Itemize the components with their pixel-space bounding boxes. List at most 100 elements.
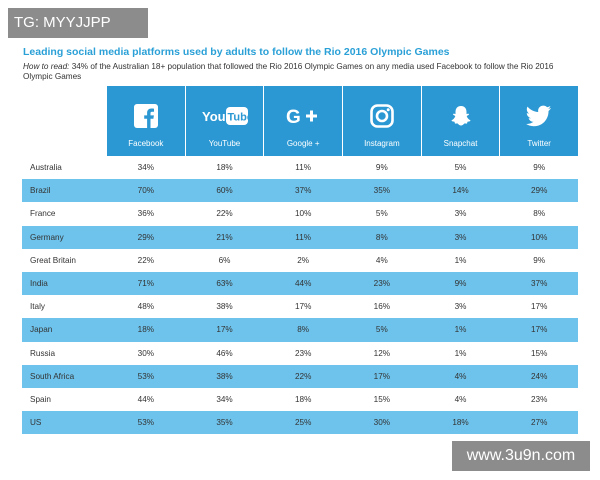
- table-cell: 6%: [218, 255, 231, 265]
- facebook-icon: [133, 103, 158, 129]
- svg-text:You: You: [202, 109, 226, 124]
- row-country-label: South Africa: [30, 371, 75, 381]
- table-cell: 17%: [531, 325, 548, 335]
- table-row: France 36% 22% 10% 5% 3% 8%: [22, 202, 578, 225]
- table-cell: 21%: [216, 232, 233, 242]
- table-cell: 22%: [294, 371, 312, 381]
- table-cell: 10%: [531, 232, 548, 242]
- table-cell: 24%: [531, 371, 548, 381]
- row-country-label: India: [30, 279, 48, 289]
- table-cell: 9%: [375, 163, 388, 173]
- youtube-icon: You Tube: [202, 103, 248, 129]
- table-cell: 29%: [137, 232, 155, 242]
- svg-text:G: G: [286, 107, 301, 127]
- table-cell: 18%: [137, 325, 155, 335]
- table-cell: 17%: [373, 371, 391, 381]
- table-cell: 5%: [375, 209, 388, 219]
- table-cell: 10%: [294, 209, 312, 219]
- table-cell: 3%: [454, 232, 467, 242]
- table-cell: 34%: [137, 163, 155, 173]
- table-cell: 11%: [295, 232, 312, 242]
- table-row: Brazil 70% 60% 37% 35% 14% 29%: [22, 179, 578, 203]
- table-cell: 3%: [454, 209, 467, 219]
- table-cell: 8%: [533, 209, 546, 219]
- table-cell: 44%: [294, 279, 312, 289]
- table-cell: 38%: [216, 371, 233, 381]
- table-row: Italy 48% 38% 17% 16% 3% 17%: [22, 295, 578, 318]
- table-cell: 44%: [137, 394, 155, 404]
- snapchat-icon: [449, 103, 473, 129]
- table-cell: 15%: [373, 394, 391, 404]
- column-label: Facebook: [128, 139, 164, 148]
- row-country-label: Germany: [30, 232, 64, 242]
- column-header-twitter: Twitter: [500, 86, 579, 156]
- table-cell: 37%: [294, 186, 312, 196]
- row-country-label: France: [30, 209, 56, 219]
- table-row: Great Britain 22% 6% 2% 4% 1% 9%: [22, 249, 578, 272]
- table-cell: 71%: [137, 279, 155, 289]
- table-cell: 1%: [454, 325, 467, 335]
- table-row: Germany 29% 21% 11% 8% 3% 10%: [22, 225, 578, 249]
- twitter-icon: [526, 103, 552, 129]
- table-cell: 18%: [216, 163, 233, 173]
- table-cell: 35%: [216, 418, 233, 428]
- table-cell: 8%: [297, 325, 310, 335]
- table-cell: 35%: [373, 186, 391, 196]
- table-row: South Africa 53% 38% 22% 17% 4% 24%: [22, 364, 578, 388]
- table-cell: 25%: [294, 418, 312, 428]
- table-cell: 17%: [294, 302, 312, 312]
- column-label: Instagram: [364, 139, 400, 148]
- table-cell: 36%: [137, 209, 155, 219]
- how-to-read-note: How to read: 34% of the Australian 18+ p…: [23, 62, 579, 82]
- table-cell: 53%: [137, 418, 155, 428]
- table-cell: 1%: [454, 255, 467, 265]
- table-cell: 9%: [533, 163, 546, 173]
- table-row: US 53% 35% 25% 30% 18% 27%: [22, 411, 578, 435]
- table-cell: 14%: [452, 186, 469, 196]
- table-row: Russia 30% 46% 23% 12% 1% 15%: [22, 342, 578, 365]
- watermark-top-left: TG: MYYJJPP: [8, 8, 148, 38]
- how-to-read-label: How to read:: [23, 62, 70, 71]
- row-country-label: Spain: [30, 394, 51, 404]
- table-row: Spain 44% 34% 18% 15% 4% 23%: [22, 388, 578, 411]
- table-cell: 27%: [531, 418, 548, 428]
- table-cell: 12%: [373, 348, 391, 358]
- column-label: YouTube: [208, 139, 241, 148]
- table-cell: 22%: [137, 255, 155, 265]
- table-cell: 16%: [373, 302, 391, 312]
- row-country-label: Japan: [30, 325, 53, 335]
- table-cell: 5%: [375, 325, 388, 335]
- table-row: Japan 18% 17% 8% 5% 1% 17%: [22, 318, 578, 342]
- table-cell: 4%: [375, 255, 388, 265]
- table-cell: 48%: [137, 302, 155, 312]
- table-header-row: Facebook You Tube YouTube G Google +: [22, 86, 579, 156]
- column-label: Twitter: [527, 139, 551, 148]
- table-cell: 63%: [216, 279, 233, 289]
- table-cell: 70%: [137, 186, 155, 196]
- instagram-icon: [370, 103, 394, 129]
- table-cell: 9%: [533, 255, 546, 265]
- header-blank-cell: [22, 86, 106, 156]
- table-cell: 9%: [454, 279, 467, 289]
- table-cell: 18%: [294, 394, 312, 404]
- table-cell: 4%: [454, 371, 467, 381]
- table-cell: 34%: [216, 394, 233, 404]
- table-cell: 11%: [295, 163, 312, 173]
- table-cell: 17%: [216, 325, 233, 335]
- table-cell: 23%: [373, 279, 391, 289]
- column-header-facebook: Facebook: [107, 86, 185, 156]
- row-country-label: Australia: [30, 163, 62, 173]
- row-country-label: US: [30, 418, 42, 428]
- table-cell: 2%: [297, 255, 310, 265]
- table-cell: 38%: [216, 302, 233, 312]
- row-country-label: Russia: [30, 348, 56, 358]
- table-cell: 5%: [454, 163, 467, 173]
- table-cell: 22%: [216, 209, 233, 219]
- watermark-bottom-right: www.3u9n.com: [452, 441, 590, 471]
- table-cell: 18%: [452, 418, 469, 428]
- table-cell: 30%: [373, 418, 391, 428]
- table-cell: 60%: [216, 186, 233, 196]
- table-cell: 17%: [531, 302, 548, 312]
- table-cell: 23%: [531, 394, 548, 404]
- svg-text:Tube: Tube: [227, 112, 248, 124]
